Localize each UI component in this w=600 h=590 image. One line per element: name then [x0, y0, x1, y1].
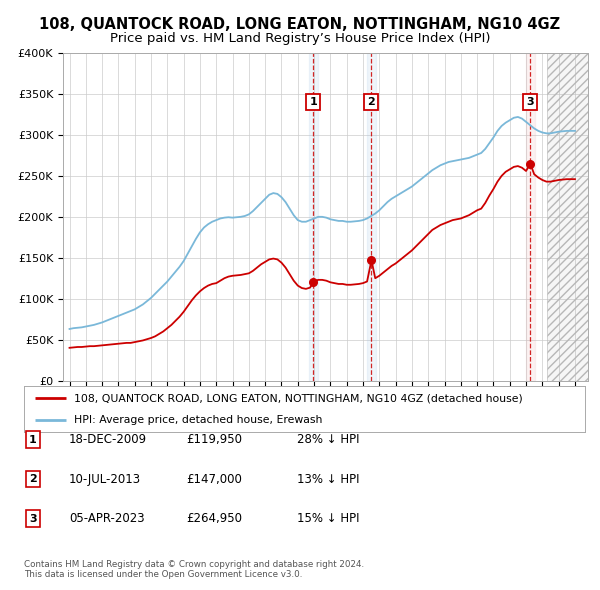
Text: 3: 3 — [526, 97, 534, 107]
Bar — [526, 53, 535, 381]
Text: 28% ↓ HPI: 28% ↓ HPI — [297, 433, 359, 446]
Text: 108, QUANTOCK ROAD, LONG EATON, NOTTINGHAM, NG10 4GZ (detached house): 108, QUANTOCK ROAD, LONG EATON, NOTTINGH… — [74, 394, 523, 404]
Bar — [547, 53, 588, 381]
Text: 10-JUL-2013: 10-JUL-2013 — [69, 473, 141, 486]
Bar — [547, 53, 588, 381]
Bar — [367, 53, 376, 381]
Text: 108, QUANTOCK ROAD, LONG EATON, NOTTINGHAM, NG10 4GZ: 108, QUANTOCK ROAD, LONG EATON, NOTTINGH… — [40, 17, 560, 31]
Text: 05-APR-2023: 05-APR-2023 — [69, 512, 145, 525]
Text: 13% ↓ HPI: 13% ↓ HPI — [297, 473, 359, 486]
Text: £264,950: £264,950 — [186, 512, 242, 525]
Text: 1: 1 — [310, 97, 317, 107]
Text: 3: 3 — [29, 514, 37, 523]
Text: 18-DEC-2009: 18-DEC-2009 — [69, 433, 147, 446]
Text: 2: 2 — [368, 97, 376, 107]
Text: Contains HM Land Registry data © Crown copyright and database right 2024.
This d: Contains HM Land Registry data © Crown c… — [24, 560, 364, 579]
Text: 1: 1 — [29, 435, 37, 444]
Text: £119,950: £119,950 — [186, 433, 242, 446]
Text: HPI: Average price, detached house, Erewash: HPI: Average price, detached house, Erew… — [74, 415, 323, 425]
Text: 2: 2 — [29, 474, 37, 484]
Text: Price paid vs. HM Land Registry’s House Price Index (HPI): Price paid vs. HM Land Registry’s House … — [110, 32, 490, 45]
Text: £147,000: £147,000 — [186, 473, 242, 486]
Bar — [309, 53, 318, 381]
Text: 15% ↓ HPI: 15% ↓ HPI — [297, 512, 359, 525]
